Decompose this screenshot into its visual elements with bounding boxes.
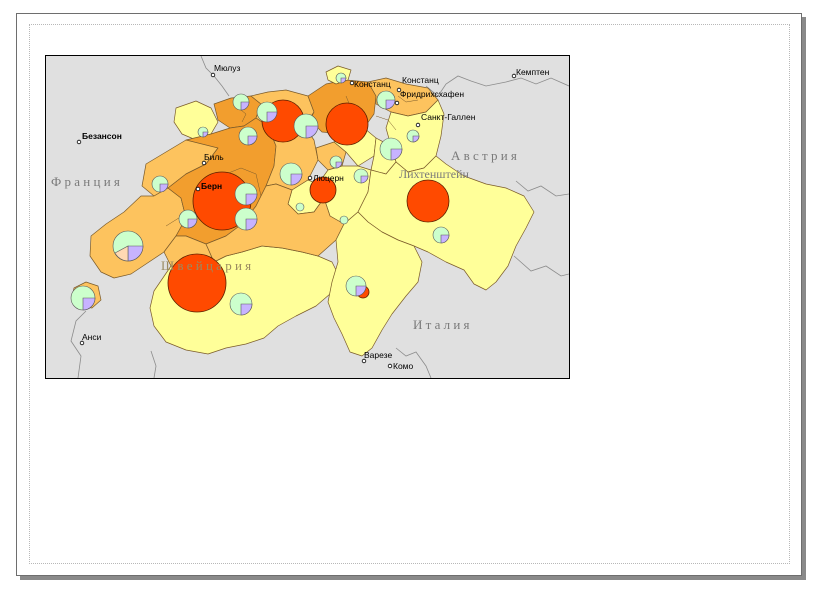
map-frame[interactable]: Ф р а н ц и я А в с т р и я И т а л и я … xyxy=(45,55,570,379)
pie-chart-icon xyxy=(279,162,303,186)
pie-chart-icon xyxy=(335,72,347,84)
city-point-icon xyxy=(415,122,421,128)
pie-chart-icon xyxy=(339,215,349,225)
city-label-st-gallen: Санкт-Галлен xyxy=(421,112,476,122)
city-label-luzern: Люцерн xyxy=(313,173,344,183)
city-point-icon xyxy=(210,72,216,78)
pie-chart-icon xyxy=(70,285,96,311)
city-point-icon xyxy=(307,175,313,181)
city-label-konstanz-2: Констанц xyxy=(402,75,439,85)
city-label-mulhouse: Мюлуз xyxy=(214,63,240,73)
large-proportional-circle-icon xyxy=(167,253,227,313)
pie-chart-icon xyxy=(293,113,319,139)
large-proportional-circle-icon xyxy=(309,176,337,204)
pie-chart-icon xyxy=(345,275,367,297)
pie-charts xyxy=(70,72,450,316)
city-label-varese: Варезе xyxy=(364,350,392,360)
city-label-friedrichshafen: Фридрихсхафен xyxy=(400,89,464,99)
pie-chart-icon xyxy=(229,292,253,316)
city-labels: Мюлуз Безансон Констанц Констанц Фридрих… xyxy=(82,63,550,371)
pie-chart-icon xyxy=(295,202,305,212)
city-point-icon xyxy=(195,186,201,192)
city-point-icon xyxy=(349,80,355,86)
pie-chart-icon xyxy=(329,155,343,169)
city-point-icon xyxy=(396,87,402,93)
country-labels: Ф р а н ц и я А в с т р и я И т а л и я … xyxy=(51,148,517,332)
city-point-icon xyxy=(201,160,207,166)
pie-chart-icon xyxy=(197,126,209,138)
pie-chart-icon xyxy=(232,93,250,111)
city-point-icon xyxy=(511,73,517,79)
pie-chart-icon xyxy=(178,209,198,229)
label-liechtenstein: Лихтенштейн xyxy=(399,167,469,181)
city-label-biel: Биль xyxy=(204,152,224,162)
label-austria: А в с т р и я xyxy=(451,148,517,163)
pie-chart-icon xyxy=(234,207,258,231)
city-label-besancon: Безансон xyxy=(82,131,122,141)
pie-chart-icon xyxy=(406,129,420,143)
pie-chart-icon xyxy=(379,137,403,161)
switzerland-map[interactable]: Ф р а н ц и я А в с т р и я И т а л и я … xyxy=(46,56,569,378)
pie-chart-icon xyxy=(353,168,369,184)
city-label-bern: Берн xyxy=(201,181,222,191)
print-margin-guide xyxy=(29,24,790,564)
city-label-kempten: Кемптен xyxy=(516,67,550,77)
pie-chart-icon xyxy=(256,101,278,123)
city-point-icon xyxy=(387,363,393,369)
city-label-annecy: Анси xyxy=(82,332,102,342)
neighbor-country-borders xyxy=(70,56,569,378)
city-point-icon xyxy=(394,100,400,106)
pie-chart-icon xyxy=(151,175,169,193)
city-point-icon xyxy=(361,358,367,364)
city-point-icon xyxy=(76,139,82,145)
city-label-konstanz-1: Констанц xyxy=(354,79,391,89)
layout-page: Ф р а н ц и я А в с т р и я И т а л и я … xyxy=(16,13,802,576)
city-label-como: Комо xyxy=(393,361,414,371)
label-italy: И т а л и я xyxy=(413,317,470,332)
pie-chart-icon xyxy=(432,226,450,244)
pie-chart-icon xyxy=(112,230,144,262)
pie-chart-icon xyxy=(234,182,258,206)
pie-chart-icon xyxy=(376,90,396,110)
city-points xyxy=(76,72,517,369)
label-france: Ф р а н ц и я xyxy=(51,174,120,189)
large-proportional-circle-icon xyxy=(406,179,450,223)
city-point-icon xyxy=(79,340,85,346)
pie-chart-icon xyxy=(238,126,258,146)
label-switzerland: Ш в е й ц а р и я xyxy=(161,258,251,273)
large-proportional-circle-icon xyxy=(325,102,369,146)
